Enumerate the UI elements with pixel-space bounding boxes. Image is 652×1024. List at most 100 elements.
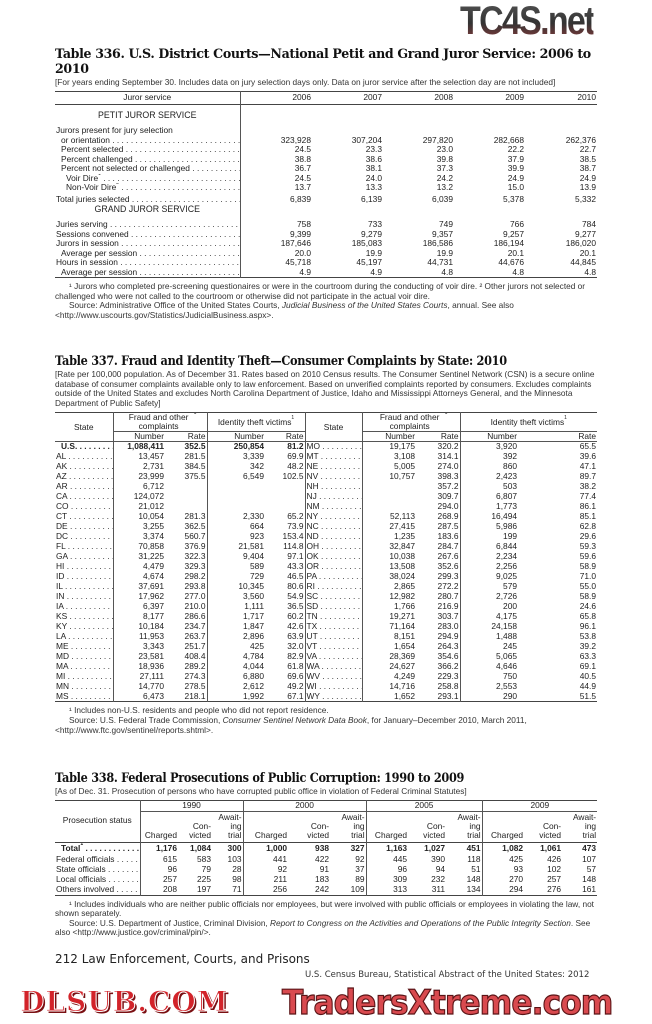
value-cell: 36.7: [294, 164, 311, 174]
number-cell: 503: [503, 481, 518, 492]
state-name: OR: [305, 561, 363, 572]
number-cell: 4,175: [496, 611, 518, 622]
value-cell: 39.9: [507, 164, 524, 174]
header-text: victed: [307, 829, 330, 840]
value-cell: 24.2: [436, 173, 453, 183]
value-cell: 57: [586, 865, 597, 875]
rate-cell: 251.7: [165, 641, 208, 652]
number-cell: 5,986: [496, 521, 518, 532]
col-year: 1990: [140, 800, 244, 812]
value-cell: 96: [397, 865, 408, 875]
rate-cell: [165, 481, 208, 492]
rate-cell: 272.2: [416, 581, 461, 592]
label-text: State officials: [56, 865, 106, 875]
state-name: NE: [305, 461, 363, 472]
state-name: AL: [55, 451, 114, 462]
number-cell: 2,612: [243, 681, 264, 692]
value-cell: 307,204: [351, 135, 382, 145]
rate-cell: 61.8: [265, 661, 306, 672]
state-name: NH: [305, 481, 363, 492]
value-cell: 94: [435, 865, 446, 875]
value-cell: 1,082: [502, 843, 524, 854]
rate-cell: 281.5: [165, 451, 208, 462]
rate-cell: 357.2: [416, 481, 461, 492]
rate-cell: 59.3: [579, 541, 597, 552]
rate-cell: 55.0: [579, 581, 597, 592]
row-label: Hours in session: [55, 258, 241, 268]
number-cell: 24,158: [491, 621, 518, 632]
row-label: Voir Dire1: [55, 173, 241, 184]
number-cell: 1,488: [496, 631, 518, 642]
table-row: Voir Dire1 24.5 24.0 24.2 24.9 24.9: [55, 173, 597, 184]
col-state: State: [305, 412, 363, 442]
number-cell: 2,330: [243, 511, 264, 522]
rate-cell: 63.3: [579, 651, 597, 662]
table-336: Juror service 2006 2007 2008 2009 2010 PETIT …: [55, 91, 597, 279]
source-prefix: Source: Administrative Office of the Uni…: [69, 300, 282, 311]
value-cell: 262,376: [565, 135, 596, 145]
col-number: Number: [234, 431, 264, 442]
rate-cell: 216.9: [416, 601, 461, 612]
number-cell: 37,691: [138, 581, 164, 592]
row-label: or orientation: [55, 135, 241, 146]
state-name: KS: [55, 611, 114, 622]
empty-cell: [383, 104, 454, 126]
row-label: Percent selected: [55, 145, 241, 155]
rate-cell: 314.1: [416, 451, 461, 462]
value-cell: 37.3: [436, 164, 453, 174]
label-text: Others involved: [56, 885, 115, 895]
number-cell: 4,784: [243, 651, 264, 662]
number-cell: 8,177: [143, 611, 164, 622]
number-cell: 6,712: [143, 481, 164, 492]
label-text: Total: [61, 843, 81, 854]
rate-cell: 32.0: [265, 641, 306, 652]
value-cell: 270: [509, 875, 524, 885]
value-cell: 4.9: [299, 267, 311, 277]
state-name: CA: [55, 491, 114, 502]
number-cell: 4,249: [394, 671, 416, 682]
state-name: TN: [305, 611, 363, 622]
header-text: ing: [584, 820, 597, 831]
label-text: Sessions convened: [56, 229, 129, 239]
rate-cell: 268.9: [416, 511, 461, 522]
rate-cell: 77.4: [579, 491, 597, 502]
number-cell: 579: [503, 581, 518, 592]
value-cell: 13.2: [436, 183, 453, 193]
empty-cell: [312, 104, 383, 126]
value-cell: 445: [393, 855, 408, 865]
value-cell: 1,176: [156, 843, 177, 854]
col-state: State: [55, 412, 114, 442]
source-note: Source: U.S. Federal Trade Commission, C…: [55, 715, 597, 735]
value-cell: 323,928: [280, 135, 311, 145]
number-cell: 1,088,411: [127, 441, 164, 452]
empty-cell: [454, 205, 525, 218]
state-name: UT: [305, 631, 363, 642]
number-cell: 923: [250, 531, 264, 542]
footnote: ¹ Jurors who completed pre-screening que…: [55, 281, 586, 301]
rate-cell: 309.7: [416, 491, 461, 502]
state-name: NY: [305, 511, 363, 522]
table-row: Average per session 20.0 19.9 19.9 20.1 20.1: [55, 248, 597, 259]
value-cell: 6,039: [432, 194, 453, 205]
state-name: IL: [55, 581, 114, 592]
value-cell: 134: [446, 885, 483, 896]
number-cell: 2,731: [143, 461, 164, 472]
col-identity: Identity theft victims1: [207, 412, 306, 432]
number-cell: 23,581: [138, 651, 164, 662]
number-cell: 729: [250, 571, 264, 582]
value-cell: 749: [439, 219, 453, 230]
rate-cell: [265, 501, 306, 512]
state-name: U.S.: [55, 441, 114, 452]
value-cell: 38.7: [579, 164, 596, 174]
rate-cell: 274.3: [165, 671, 208, 682]
value-cell: 9,357: [432, 229, 453, 239]
empty-cell: [454, 104, 525, 126]
value-cell: 15.0: [507, 183, 524, 193]
rate-cell: 58.9: [579, 591, 597, 602]
header-text: ing: [353, 820, 365, 831]
